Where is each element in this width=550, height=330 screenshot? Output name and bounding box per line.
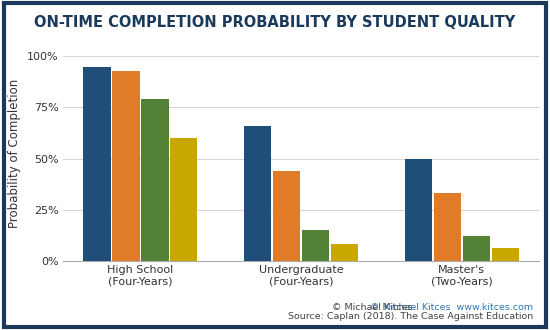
Text: ON-TIME COMPLETION PROBABILITY BY STUDENT QUALITY: ON-TIME COMPLETION PROBABILITY BY STUDEN…: [34, 15, 516, 30]
Text: Source: Caplan (2018). The Case Against Education: Source: Caplan (2018). The Case Against …: [288, 313, 534, 321]
Bar: [463, 236, 490, 261]
Bar: [405, 158, 432, 261]
Bar: [273, 171, 300, 261]
Bar: [302, 230, 329, 261]
Bar: [141, 99, 168, 261]
Text: © Michael Kitces: © Michael Kitces: [332, 303, 419, 312]
Y-axis label: Probability of Completion: Probability of Completion: [8, 79, 21, 228]
Bar: [434, 193, 461, 261]
Bar: [244, 126, 271, 261]
Bar: [170, 138, 197, 261]
Bar: [112, 71, 140, 261]
Bar: [84, 67, 111, 261]
Bar: [492, 248, 519, 261]
Bar: [331, 244, 358, 261]
Text: © Michael Kitces  www.kitces.com: © Michael Kitces www.kitces.com: [370, 303, 534, 312]
